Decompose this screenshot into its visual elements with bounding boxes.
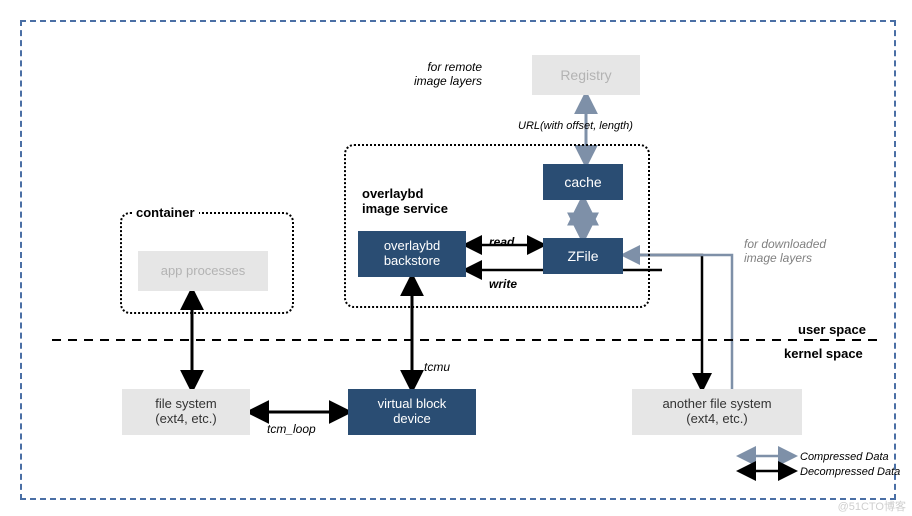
node-backstore-label: overlaybd backstore — [384, 239, 440, 269]
diagram-stage: container overlaybd image service Regist… — [22, 22, 894, 498]
node-zfile: ZFile — [543, 238, 623, 274]
node-app-processes: app processes — [138, 251, 268, 291]
label-for-remote: for remote image layers — [414, 60, 482, 88]
label-read: read — [489, 235, 514, 249]
group-container-title: container — [132, 205, 199, 220]
node-vbd-label: virtual block device — [378, 397, 447, 427]
node-cache: cache — [543, 164, 623, 200]
node-file-system: file system (ext4, etc.) — [122, 389, 250, 435]
node-app-label: app processes — [161, 264, 246, 279]
outer-frame: container overlaybd image service Regist… — [20, 20, 896, 500]
label-user-space: user space — [798, 322, 866, 337]
node-registry-label: Registry — [560, 67, 611, 83]
label-legend-decompressed: Decompressed Data — [800, 466, 900, 478]
node-registry: Registry — [532, 55, 640, 95]
label-url: URL(with offset, length) — [518, 120, 633, 132]
node-another-file-system: another file system (ext4, etc.) — [632, 389, 802, 435]
group-ois-title: overlaybd image service — [362, 186, 448, 216]
label-tcm-loop: tcm_loop — [267, 422, 316, 436]
label-legend-compressed: Compressed Data — [800, 451, 889, 463]
label-for-downloaded: for downloaded image layers — [744, 237, 826, 265]
label-kernel-space: kernel space — [784, 346, 863, 361]
watermark: @51CTO博客 — [838, 498, 906, 514]
label-tcmu: tcmu — [424, 360, 450, 374]
node-zfile-label: ZFile — [567, 248, 598, 264]
node-afs-label: another file system (ext4, etc.) — [662, 397, 771, 427]
node-fs-label: file system (ext4, etc.) — [155, 397, 216, 427]
label-write: write — [489, 277, 517, 291]
node-backstore: overlaybd backstore — [358, 231, 466, 277]
node-cache-label: cache — [564, 174, 601, 190]
node-virtual-block-device: virtual block device — [348, 389, 476, 435]
